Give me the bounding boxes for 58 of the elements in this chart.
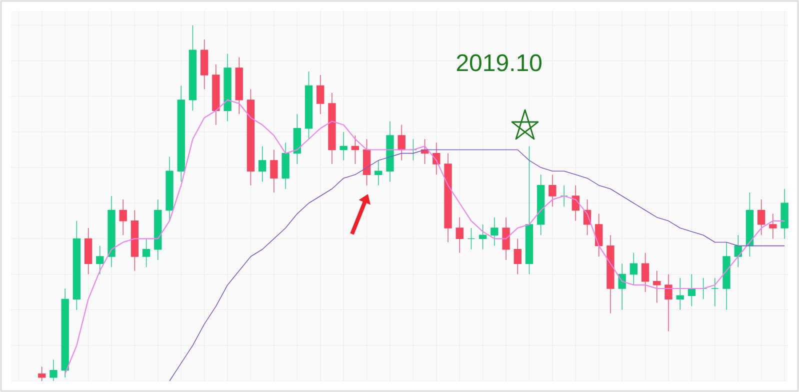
candlestick [769,213,777,240]
candlestick [224,53,232,122]
candlestick [304,71,313,140]
candlestick [606,234,614,314]
candlestick [653,270,661,304]
candlestick [780,188,788,240]
candlestick [374,160,382,186]
candlestick [351,135,360,164]
candlestick [641,252,650,292]
candlestick [188,24,197,111]
candlestick [316,74,324,115]
candlestick [688,274,696,307]
candlestick [119,199,127,236]
candlestick [386,120,394,182]
candlestick [514,238,522,275]
candlestick [166,156,174,222]
candlestick [96,245,104,275]
candlestick [177,85,185,182]
candlestick [618,263,626,310]
candlestick [130,210,139,272]
candlestick [154,199,162,260]
candlestick [398,124,406,161]
candlestick [676,277,684,310]
candlestick [108,196,116,268]
candlestick [328,92,336,164]
candlestick [72,220,81,310]
candlestick [84,228,92,275]
candlestick [270,149,278,193]
candlestick [664,274,672,332]
candlestick [444,152,452,243]
candlestick [467,228,476,250]
candlestick [525,146,534,275]
candlestick [340,132,348,161]
candlestick [548,174,556,208]
candlestick [212,64,220,126]
candlestick [293,114,301,164]
candlestick [560,184,568,208]
candlestick [38,366,46,382]
candlestick [246,88,255,186]
candlestick [50,359,58,382]
candlestick [142,238,150,268]
candlestick [757,199,766,236]
annotation: 2019.10 [456,54,542,72]
candlestick [478,224,487,250]
candlestick [456,216,464,254]
candlestick [200,39,208,90]
candlestick [722,242,730,310]
candlestick [746,192,754,257]
candlestick [630,252,638,286]
candlestick [282,142,290,190]
candlestick [235,56,243,115]
candlestick [502,216,510,260]
candlestick [711,277,719,307]
candlestick [61,288,69,378]
candlestick [490,216,498,246]
candlestick [537,174,545,236]
candlestick [258,146,266,182]
candlestick [362,138,371,186]
